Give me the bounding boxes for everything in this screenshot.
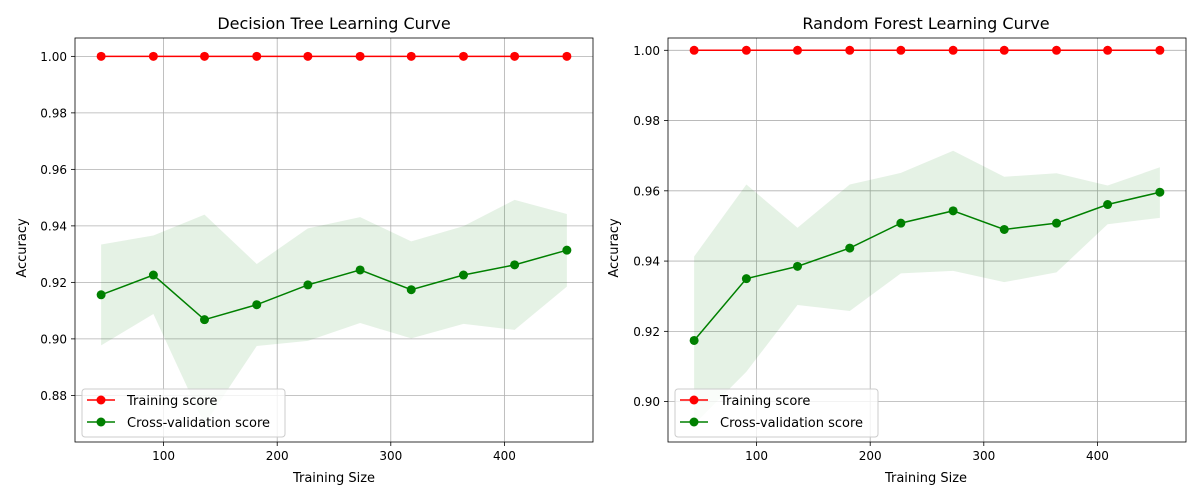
random-forest-series-1-point xyxy=(689,335,699,345)
random-forest-series-0-point xyxy=(689,45,699,55)
panel-decision-tree: 100 200 300 400 0.88 0.90 0.92 0.94 0.96 0.98 1.00… xyxy=(15,14,594,486)
decision-tree-series-0-point xyxy=(303,51,313,61)
random-forest-series-0-point xyxy=(845,45,855,55)
decision-tree-y-tick-label: 0.94 xyxy=(40,219,67,233)
random-forest-legend-training-label: Training score xyxy=(719,394,810,409)
decision-tree-x-tick-label: 400 xyxy=(493,449,516,463)
decision-tree-y-tick-label: 0.90 xyxy=(40,332,67,346)
random-forest-x-tick-label: 100 xyxy=(745,449,768,463)
random-forest-y-tick-label: 0.94 xyxy=(633,255,660,269)
random-forest-series-1-point xyxy=(948,206,958,216)
random-forest-series-1-point xyxy=(741,274,751,284)
decision-tree-x-tick-label: 100 xyxy=(152,449,175,463)
random-forest-series-1-point xyxy=(845,243,855,253)
decision-tree-plot-area: 100 200 300 400 0.88 0.90 0.92 0.94 0.96 0.98 1.00 xyxy=(40,37,594,463)
decision-tree-series-0-point xyxy=(200,51,209,61)
decision-tree-series-1-point xyxy=(355,265,365,275)
random-forest-series-0-point xyxy=(999,45,1009,55)
decision-tree-legend: Training score Cross-validation score xyxy=(81,388,286,438)
random-forest-axes-frame xyxy=(667,37,1187,443)
random-forest-y-tick-label: 0.90 xyxy=(633,395,660,409)
decision-tree-series-1-band xyxy=(101,199,567,425)
random-forest-series-1-point xyxy=(1103,200,1113,210)
decision-tree-series-0-point xyxy=(406,51,416,61)
decision-tree-series-1-point xyxy=(303,280,313,290)
decision-tree-y-tick-label: 0.88 xyxy=(40,389,67,403)
decision-tree-axes-frame xyxy=(74,37,594,443)
random-forest-series-1-point xyxy=(999,224,1009,234)
random-forest-x-tick-label: 200 xyxy=(859,449,882,463)
random-forest-series-0-point xyxy=(948,45,958,55)
decision-tree-series-0-point xyxy=(96,51,106,61)
random-forest-y-tick-label: 0.98 xyxy=(633,114,660,128)
random-forest-x-axis-label: Training Size xyxy=(884,471,967,486)
random-forest-legend-box xyxy=(674,388,879,438)
decision-tree-series-1-point xyxy=(96,290,106,300)
decision-tree-y-tick-label: 0.92 xyxy=(40,276,67,290)
random-forest-y-axis-label: Accuracy xyxy=(607,218,622,278)
random-forest-series-1-line xyxy=(693,191,1161,341)
decision-tree-series-1-point xyxy=(148,270,158,280)
random-forest-chart-title: Random Forest Learning Curve xyxy=(802,14,1049,33)
decision-tree-y-tick-label: 0.96 xyxy=(40,163,67,177)
random-forest-y-tick-label: 1.00 xyxy=(633,44,660,58)
decision-tree-y-axis-label: Accuracy xyxy=(15,218,30,278)
random-forest-series-0-point xyxy=(1103,45,1113,55)
random-forest-x-tick-label: 300 xyxy=(972,449,995,463)
random-forest-legend-cv-label: Cross-validation score xyxy=(720,416,863,431)
random-forest-series-1-point xyxy=(1052,218,1061,228)
decision-tree-series-1-point xyxy=(459,270,468,280)
decision-tree-series-0-point xyxy=(252,51,262,61)
decision-tree-x-tick-label: 300 xyxy=(379,449,402,463)
random-forest-series-1-point xyxy=(793,261,802,271)
decision-tree-series-1-point xyxy=(562,245,572,255)
decision-tree-x-tick-label: 200 xyxy=(266,449,289,463)
random-forest-legend-training-marker xyxy=(689,395,699,405)
decision-tree-series-0-point xyxy=(562,51,572,61)
decision-tree-series-0-point xyxy=(148,51,158,61)
panel-random-forest: 100 200 300 400 0.90 0.92 0.94 0.96 0.98 1.00 Ran… xyxy=(607,14,1187,486)
decision-tree-series-1-point xyxy=(510,260,520,270)
decision-tree-x-axis-label: Training Size xyxy=(292,471,375,486)
random-forest-series-0-point xyxy=(1052,45,1061,55)
decision-tree-legend-training-label: Training score xyxy=(126,394,217,409)
decision-tree-series-1-line xyxy=(100,249,568,321)
random-forest-series-1-point xyxy=(1155,187,1165,197)
decision-tree-legend-training-marker xyxy=(96,395,106,405)
decision-tree-series-1-point xyxy=(406,285,416,295)
random-forest-series-0-point xyxy=(896,45,906,55)
random-forest-series-0-point xyxy=(741,45,751,55)
decision-tree-legend-cv-marker xyxy=(96,417,106,427)
decision-tree-y-tick-label: 1.00 xyxy=(40,50,67,64)
decision-tree-series-0-point xyxy=(355,51,365,61)
decision-tree-chart-title: Decision Tree Learning Curve xyxy=(217,14,450,33)
random-forest-y-tick-label: 0.96 xyxy=(633,184,660,198)
random-forest-y-tick-label: 0.92 xyxy=(633,325,660,339)
decision-tree-y-tick-label: 0.98 xyxy=(40,106,67,120)
random-forest-legend: Training score Cross-validation score xyxy=(674,388,879,438)
random-forest-x-tick-label: 400 xyxy=(1086,449,1109,463)
random-forest-series-1-band xyxy=(694,150,1160,425)
decision-tree-series-0-point xyxy=(459,51,468,61)
decision-tree-series-1-point xyxy=(252,300,262,310)
random-forest-series-0-point xyxy=(793,45,802,55)
decision-tree-series-1-point xyxy=(200,315,209,325)
random-forest-plot-area: 100 200 300 400 0.90 0.92 0.94 0.96 0.98 1.00 xyxy=(633,37,1187,463)
decision-tree-legend-box xyxy=(81,388,286,438)
random-forest-series-0-point xyxy=(1155,45,1165,55)
decision-tree-legend-cv-label: Cross-validation score xyxy=(127,416,270,431)
random-forest-legend-cv-marker xyxy=(689,417,699,427)
random-forest-series-1-point xyxy=(896,218,906,228)
decision-tree-series-0-point xyxy=(510,51,520,61)
